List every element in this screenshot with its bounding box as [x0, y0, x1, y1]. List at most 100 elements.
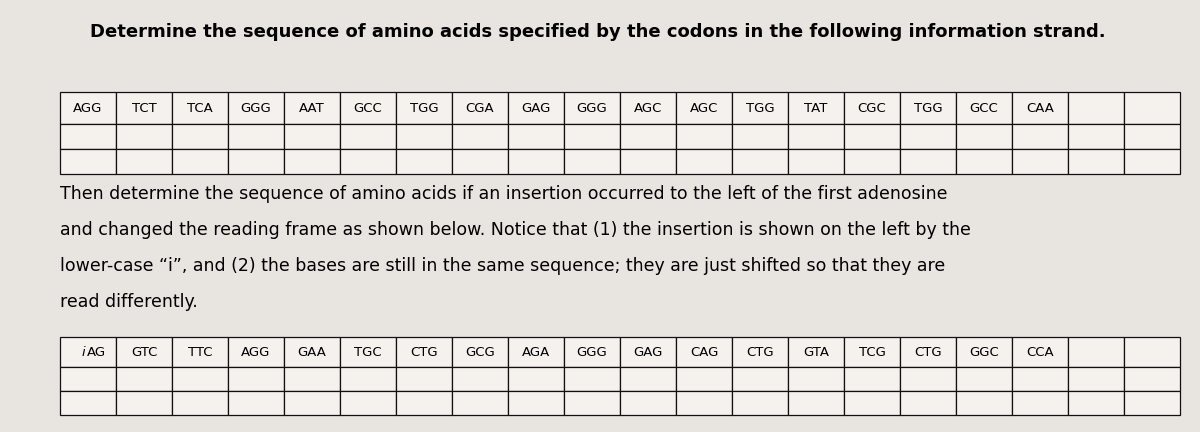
Bar [172, 92, 228, 124]
Bar [564, 367, 620, 391]
Bar [340, 124, 396, 149]
Bar [676, 92, 732, 124]
Text: AGC: AGC [634, 102, 662, 114]
Text: GCG: GCG [466, 346, 494, 359]
Bar [172, 367, 228, 391]
Text: Determine the sequence of amino acids specified by the codons in the following i: Determine the sequence of amino acids sp… [90, 23, 1105, 41]
Bar [1068, 337, 1124, 367]
Bar [172, 149, 228, 174]
Bar [956, 149, 1012, 174]
Bar [1124, 149, 1180, 174]
Bar [340, 337, 396, 367]
Text: AGG: AGG [241, 346, 271, 359]
Bar [788, 391, 844, 415]
Bar [340, 391, 396, 415]
Text: TGC: TGC [354, 346, 382, 359]
Bar [284, 337, 340, 367]
Bar [452, 124, 508, 149]
Bar [732, 367, 788, 391]
Text: CGA: CGA [466, 102, 494, 114]
Text: GGG: GGG [577, 102, 607, 114]
Bar [116, 149, 172, 174]
Bar [1124, 92, 1180, 124]
Text: CTG: CTG [914, 346, 942, 359]
Bar [1012, 391, 1068, 415]
Text: TCA: TCA [187, 102, 212, 114]
Bar [340, 367, 396, 391]
Bar [900, 337, 956, 367]
Bar [60, 149, 116, 174]
Bar [844, 337, 900, 367]
Bar [844, 149, 900, 174]
Bar [620, 149, 676, 174]
Bar [564, 337, 620, 367]
Bar [676, 367, 732, 391]
Bar [844, 391, 900, 415]
Bar [620, 124, 676, 149]
Text: AAT: AAT [299, 102, 325, 114]
Text: GGG: GGG [577, 346, 607, 359]
Bar [340, 92, 396, 124]
Text: GGC: GGC [970, 346, 998, 359]
Bar [228, 124, 284, 149]
Bar [116, 124, 172, 149]
Text: TGG: TGG [745, 102, 774, 114]
Bar [732, 337, 788, 367]
Text: TCT: TCT [132, 102, 156, 114]
Bar [956, 124, 1012, 149]
Bar [284, 124, 340, 149]
Text: CAA: CAA [1026, 102, 1054, 114]
Bar [1124, 124, 1180, 149]
Bar [1068, 367, 1124, 391]
Text: GAG: GAG [634, 346, 662, 359]
Text: Then determine the sequence of amino acids if an insertion occurred to the left : Then determine the sequence of amino aci… [60, 185, 948, 203]
Bar [284, 149, 340, 174]
Bar [340, 149, 396, 174]
Bar [396, 367, 452, 391]
Text: GTA: GTA [803, 346, 829, 359]
Bar [620, 367, 676, 391]
Bar [284, 391, 340, 415]
Bar [60, 367, 116, 391]
Bar [508, 367, 564, 391]
Bar [116, 391, 172, 415]
Bar [116, 367, 172, 391]
Bar [788, 92, 844, 124]
Bar [788, 149, 844, 174]
Text: TGG: TGG [409, 102, 438, 114]
Text: CAG: CAG [690, 346, 718, 359]
Bar [508, 124, 564, 149]
Bar [452, 391, 508, 415]
Bar [620, 92, 676, 124]
Text: CTG: CTG [410, 346, 438, 359]
Bar [900, 391, 956, 415]
Bar [900, 92, 956, 124]
Bar [228, 337, 284, 367]
Text: CTG: CTG [746, 346, 774, 359]
Bar [564, 391, 620, 415]
Bar [396, 391, 452, 415]
Text: i: i [82, 346, 85, 359]
Bar [508, 149, 564, 174]
Text: AGA: AGA [522, 346, 550, 359]
Bar [732, 391, 788, 415]
Bar [732, 92, 788, 124]
Text: TTC: TTC [187, 346, 212, 359]
Text: AG: AG [86, 346, 106, 359]
Bar [564, 92, 620, 124]
Bar [956, 337, 1012, 367]
Bar [396, 149, 452, 174]
Bar [956, 391, 1012, 415]
Text: lower-case “i”, and (2) the bases are still in the same sequence; they are just : lower-case “i”, and (2) the bases are st… [60, 257, 946, 275]
Bar [284, 92, 340, 124]
Bar [228, 149, 284, 174]
Bar [396, 92, 452, 124]
Bar [844, 92, 900, 124]
Text: GCC: GCC [354, 102, 383, 114]
Bar [116, 337, 172, 367]
Bar [956, 367, 1012, 391]
Bar [452, 337, 508, 367]
Text: TGG: TGG [913, 102, 942, 114]
Bar [60, 92, 116, 124]
Bar [60, 337, 116, 367]
